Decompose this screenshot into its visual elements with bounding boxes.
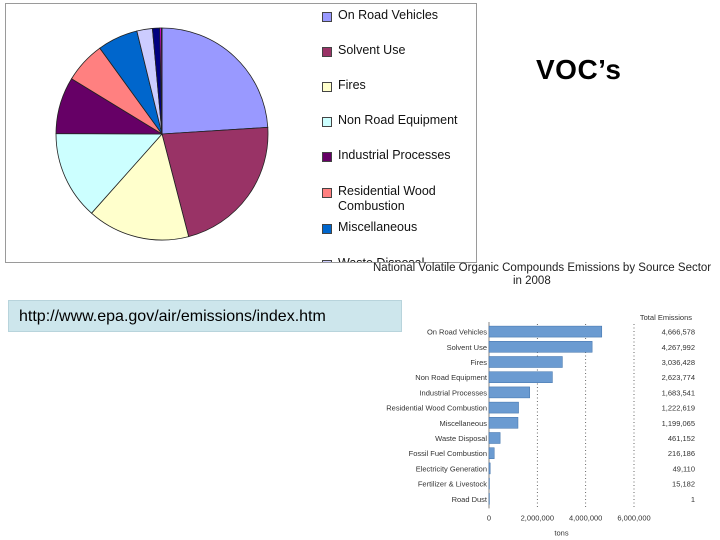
source-url-link[interactable]: http://www.epa.gov/air/emissions/index.h… xyxy=(19,308,326,325)
pie-slice-on-road-vehicles xyxy=(161,27,269,135)
value-label: 461,152 xyxy=(668,434,695,443)
value-label: 4,666,578 xyxy=(662,328,695,337)
pie-chart-panel: On Road Vehicles Solvent Use Fires Non Road… xyxy=(5,3,477,263)
bar-chart-title-text: National Volatile Organic Compounds Emis… xyxy=(373,262,712,274)
category-label: Non Road Equipment xyxy=(415,373,488,382)
legend-label: Waste Disposal xyxy=(338,256,476,262)
category-label: Industrial Processes xyxy=(419,388,487,397)
x-axis-label: tons xyxy=(554,528,568,537)
legend-swatch xyxy=(322,47,332,57)
category-label: Miscellaneous xyxy=(439,419,487,428)
value-label: 1,683,541 xyxy=(662,388,695,397)
category-label: Fossil Fuel Combustion xyxy=(409,449,487,458)
x-tick-label: 2,000,000 xyxy=(521,513,554,522)
legend-label: Industrial Processes xyxy=(338,148,451,162)
pie-slice-non-road-equipment xyxy=(55,133,163,214)
source-url-box: http://www.epa.gov/air/emissions/index.h… xyxy=(8,300,402,332)
value-label: 1,199,065 xyxy=(662,419,695,428)
category-label: Fertilizer & Livestock xyxy=(418,480,487,489)
bar xyxy=(488,325,603,338)
bar xyxy=(488,447,495,459)
bar xyxy=(488,341,593,353)
legend-swatch xyxy=(322,117,332,127)
legend-label: On Road Vehicles xyxy=(338,8,439,22)
value-label: 49,110 xyxy=(673,464,695,473)
bar xyxy=(488,371,553,383)
bar xyxy=(488,462,491,475)
bar-chart-subtitle: in 2008 xyxy=(513,275,551,287)
bar xyxy=(488,432,501,444)
category-label: Fires xyxy=(470,358,487,367)
value-label: 216,186 xyxy=(668,449,695,458)
legend-swatch xyxy=(322,224,332,234)
value-label: 4,267,992 xyxy=(662,343,695,352)
legend-swatch xyxy=(322,12,332,22)
category-label: Electricity Generation xyxy=(416,464,487,473)
value-label: 1,222,619 xyxy=(662,404,695,413)
x-tick-label: 6,000,000 xyxy=(617,513,650,522)
category-label: Solvent Use xyxy=(447,343,487,352)
x-tick-label: 0 xyxy=(487,513,491,522)
bar-chart-title: National Volatile Organic Compounds Emis… xyxy=(373,262,718,288)
category-label: Road Dust xyxy=(452,495,488,504)
bar xyxy=(488,356,563,368)
legend-label: Fires xyxy=(338,78,366,92)
value-label: 3,036,428 xyxy=(662,358,695,367)
pie-chart xyxy=(55,27,269,241)
bar xyxy=(488,386,530,399)
legend-swatch xyxy=(322,152,332,162)
legend-swatch xyxy=(322,260,332,262)
page-heading: VOC’s xyxy=(536,54,622,85)
legend-swatch xyxy=(322,82,332,92)
legend-label: Residential Wood Combustion xyxy=(338,184,436,213)
category-label: Waste Disposal xyxy=(435,434,487,443)
value-label: 1 xyxy=(691,495,695,504)
legend-label: Solvent Use xyxy=(338,43,406,57)
category-label: Residential Wood Combustion xyxy=(386,404,487,413)
value-label: 15,182 xyxy=(672,480,695,489)
pie-slice-fires xyxy=(90,133,190,241)
x-tick-label: 4,000,000 xyxy=(569,513,602,522)
bar xyxy=(488,401,519,414)
legend-swatch xyxy=(322,188,332,198)
bar-chart: Total Emissions 0 2,000,000 4,000,000 6,000,… xyxy=(386,313,695,537)
value-label: 2,623,774 xyxy=(662,373,695,382)
legend-label: Non Road Equipment xyxy=(338,113,458,127)
pie-legend: On Road Vehicles Solvent Use Fires Non Road… xyxy=(316,4,476,262)
legend-label: Miscellaneous xyxy=(338,220,418,234)
category-label: On Road Vehicles xyxy=(427,328,487,337)
value-column-header: Total Emissions xyxy=(640,313,692,322)
pie-slice-solvent-use xyxy=(161,126,269,238)
bar xyxy=(488,417,519,429)
